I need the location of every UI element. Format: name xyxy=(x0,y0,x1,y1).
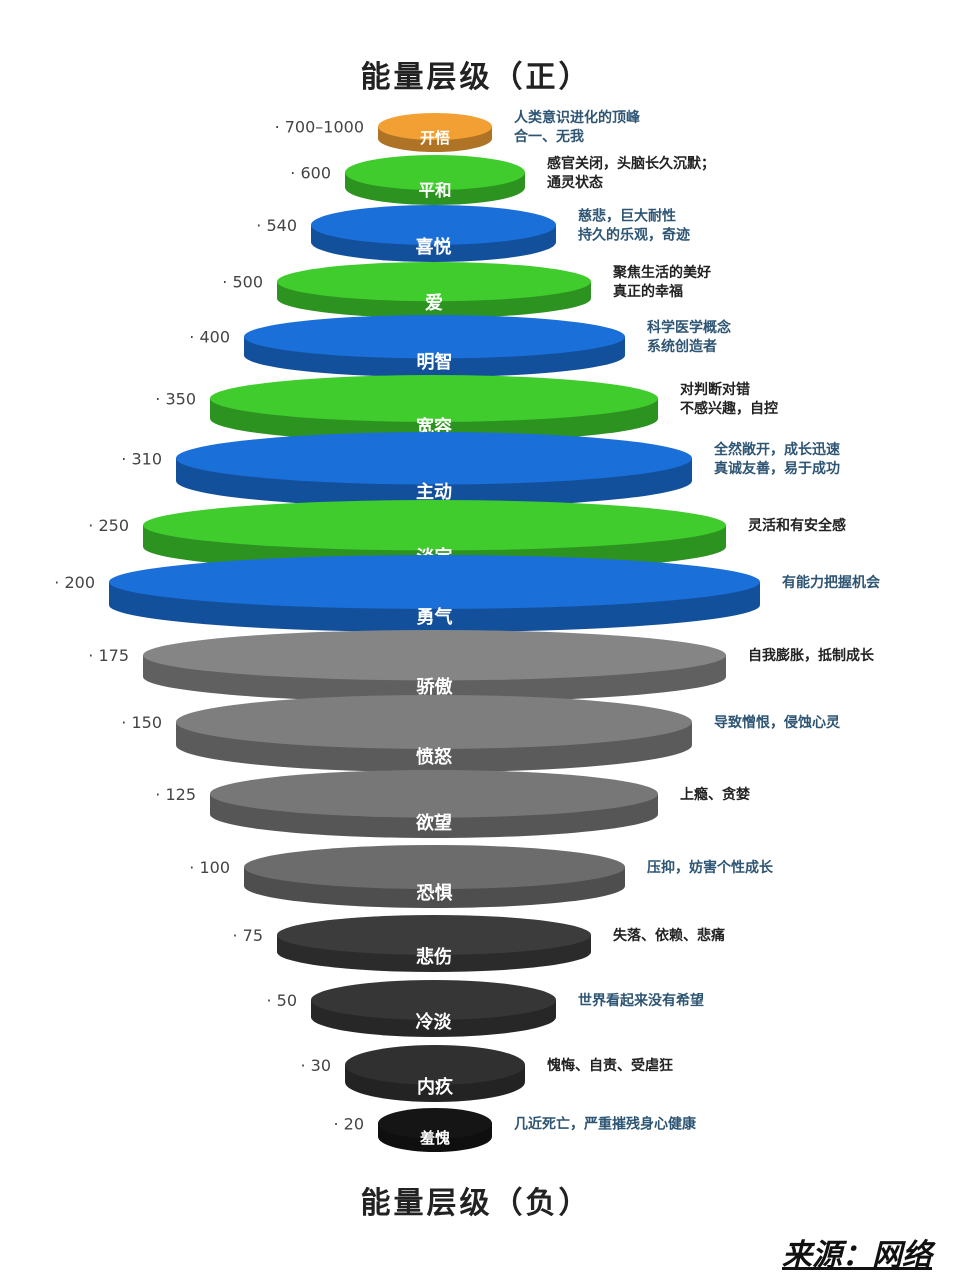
level-value: · 75 xyxy=(232,926,263,945)
title-positive: 能量层级（正） xyxy=(360,60,592,95)
disk-top xyxy=(244,315,625,359)
level-value: · 125 xyxy=(155,785,196,804)
level-value: · 500 xyxy=(222,273,263,292)
level-name: 悲伤 xyxy=(416,946,452,968)
level-value: · 540 xyxy=(256,216,297,235)
disk-top xyxy=(345,155,525,190)
level-name: 明智 xyxy=(417,351,453,373)
level-name: 羞愧 xyxy=(419,1129,450,1147)
level-value: · 200 xyxy=(54,573,95,592)
level-description: 灵活和有安全感 xyxy=(748,517,846,534)
level-description: 合一、无我 xyxy=(514,128,584,145)
disk-top xyxy=(244,845,625,890)
level-value: · 350 xyxy=(155,389,196,408)
level-value: · 30 xyxy=(300,1056,331,1075)
level-name: 恐惧 xyxy=(417,882,453,904)
level-description: 对判断对错 xyxy=(680,381,750,398)
level-name: 爱 xyxy=(425,293,443,314)
level-description: 持久的乐观，奇迹 xyxy=(578,226,690,243)
level-name: 开悟 xyxy=(420,129,450,147)
level-description: 真诚友善，易于成功 xyxy=(714,460,840,477)
disk-top xyxy=(143,630,726,681)
level-name: 平和 xyxy=(419,181,452,200)
level-description: 真正的幸福 xyxy=(613,283,683,300)
level-description: 自我膨胀，抵制成长 xyxy=(748,647,875,664)
level-value: · 175 xyxy=(88,646,129,665)
disk-top xyxy=(277,915,591,955)
disk-top xyxy=(176,432,692,485)
title-negative: 能量层级（负） xyxy=(360,1186,592,1221)
level-value: · 600 xyxy=(290,164,331,183)
disk-top xyxy=(176,695,692,749)
disk-top xyxy=(311,205,556,245)
level-description: 聚焦生活的美好 xyxy=(612,264,711,281)
level-name: 冷淡 xyxy=(416,1011,453,1033)
level-description: 世界看起来没有希望 xyxy=(578,992,704,1009)
level-description: 愧悔、自责、受虐狂 xyxy=(547,1057,673,1074)
level-disk-11: 愤怒 · 150 导致憎恨，侵蚀心灵 xyxy=(121,695,841,772)
level-disk-12: 欲望 · 125 上瘾、贪婪 xyxy=(155,770,750,839)
level-disk-2: 平和 · 600 感官关闭，头脑长久沉默； 通灵状态 xyxy=(290,155,715,205)
disk-top xyxy=(210,375,658,422)
disk-top xyxy=(210,770,658,818)
level-value: · 50 xyxy=(266,991,297,1010)
level-disk-17: 羞愧 · 20 几近死亡，严重摧残身心健康 xyxy=(333,1108,697,1152)
level-description: 几近死亡，严重摧残身心健康 xyxy=(514,1115,697,1132)
level-disk-16: 内疚 · 30 愧悔、自责、受虐狂 xyxy=(300,1045,673,1103)
level-description: 慈悲，巨大耐性 xyxy=(578,207,676,224)
disk-top xyxy=(277,262,591,302)
level-value: · 700–1000 xyxy=(275,118,364,137)
level-name: 欲望 xyxy=(415,812,452,834)
level-description: 上瘾、贪婪 xyxy=(680,786,750,803)
level-disk-15: 冷淡 · 50 世界看起来没有希望 xyxy=(266,980,704,1037)
level-description: 感官关闭，头脑长久沉默； xyxy=(547,155,715,172)
level-value: · 400 xyxy=(189,328,230,347)
disk-top xyxy=(143,500,726,551)
level-value: · 100 xyxy=(189,858,230,877)
level-description: 有能力把握机会 xyxy=(782,574,881,591)
level-description: 不感兴趣，自控 xyxy=(680,400,778,417)
disk-top xyxy=(345,1045,525,1085)
level-name: 主动 xyxy=(416,481,452,503)
level-value: · 250 xyxy=(88,516,129,535)
level-value: · 20 xyxy=(333,1114,364,1133)
level-name: 愤怒 xyxy=(416,746,452,768)
source-label: 来源：网络 xyxy=(782,1238,932,1273)
level-value: · 310 xyxy=(121,449,162,468)
disk-top xyxy=(378,1108,492,1139)
level-description: 人类意识进化的顶峰 xyxy=(514,109,641,126)
level-name: 骄傲 xyxy=(417,676,454,698)
level-description: 失落、依赖、悲痛 xyxy=(613,927,725,944)
level-disk-14: 悲伤 · 75 失落、依赖、悲痛 xyxy=(232,915,725,972)
level-description: 通灵状态 xyxy=(547,174,603,191)
level-description: 科学医学概念 xyxy=(647,319,732,336)
level-value: · 150 xyxy=(121,713,162,732)
disk-top xyxy=(378,113,492,140)
disk-top xyxy=(109,555,760,609)
level-description: 系统创造者 xyxy=(647,338,717,355)
level-description: 压抑，妨害个性成长 xyxy=(647,859,774,876)
level-disk-10: 骄傲 · 175 自我膨胀，抵制成长 xyxy=(88,630,875,702)
level-disk-13: 恐惧 · 100 压抑，妨害个性成长 xyxy=(189,845,774,909)
level-name: 喜悦 xyxy=(416,236,452,258)
disk-top xyxy=(311,980,556,1020)
level-description: 导致憎恨，侵蚀心灵 xyxy=(714,714,841,731)
level-description: 全然敞开，成长迅速 xyxy=(713,441,840,458)
level-name: 内疚 xyxy=(417,1076,454,1098)
level-disk-9: 勇气 · 200 有能力把握机会 xyxy=(54,555,881,632)
level-name: 勇气 xyxy=(417,606,453,628)
